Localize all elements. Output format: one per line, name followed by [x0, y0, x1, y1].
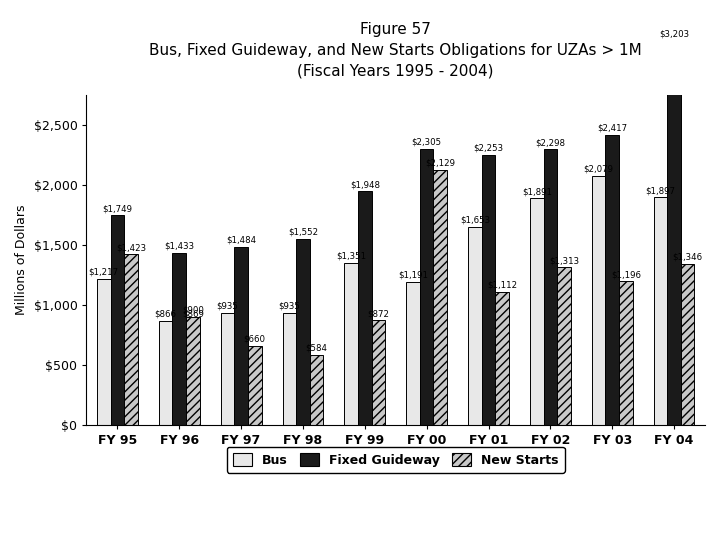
Text: $1,196: $1,196	[611, 271, 641, 279]
Bar	[111, 215, 124, 425]
Bar	[310, 355, 323, 425]
Text: $2,298: $2,298	[536, 138, 565, 147]
Text: $1,112: $1,112	[487, 280, 517, 289]
Text: $1,351: $1,351	[336, 252, 366, 261]
Bar	[468, 227, 482, 425]
Bar	[681, 264, 695, 425]
Text: $2,129: $2,129	[426, 159, 455, 167]
Text: $1,423: $1,423	[116, 243, 146, 252]
Text: $935: $935	[279, 302, 300, 310]
Text: $1,552: $1,552	[288, 228, 318, 237]
Text: $2,417: $2,417	[597, 124, 627, 133]
Bar	[358, 191, 372, 425]
Text: $1,484: $1,484	[226, 236, 256, 245]
Text: $900: $900	[182, 306, 204, 315]
Bar	[248, 346, 261, 425]
Bar	[544, 150, 557, 425]
Text: $1,749: $1,749	[102, 204, 132, 213]
Text: $869: $869	[182, 309, 204, 318]
Bar	[495, 292, 509, 425]
Bar	[172, 253, 186, 425]
Text: $1,217: $1,217	[89, 268, 119, 277]
Bar	[406, 282, 420, 425]
Bar	[159, 321, 172, 425]
Bar	[619, 281, 633, 425]
Bar	[654, 198, 667, 425]
Bar	[344, 263, 358, 425]
Text: $1,653: $1,653	[460, 215, 490, 225]
Text: $2,253: $2,253	[474, 144, 503, 153]
Bar	[234, 247, 248, 425]
Text: $584: $584	[305, 343, 328, 353]
Bar	[186, 317, 199, 425]
Bar	[296, 239, 310, 425]
Text: $2,305: $2,305	[412, 137, 441, 146]
Bar	[557, 267, 571, 425]
Bar	[433, 170, 447, 425]
Bar	[420, 148, 433, 425]
Text: $1,891: $1,891	[522, 187, 552, 196]
Text: $1,897: $1,897	[645, 186, 675, 195]
Bar	[530, 198, 544, 425]
Bar	[592, 176, 606, 425]
Bar	[667, 41, 681, 425]
Bar	[372, 320, 385, 425]
Bar	[97, 279, 111, 425]
Text: $866: $866	[155, 310, 176, 319]
Text: $1,433: $1,433	[164, 242, 194, 251]
Text: $1,191: $1,191	[398, 271, 428, 280]
Legend: Bus, Fixed Guideway, New Starts: Bus, Fixed Guideway, New Starts	[227, 447, 564, 473]
Bar	[124, 254, 138, 425]
Text: $1,948: $1,948	[350, 180, 380, 189]
Bar	[282, 313, 296, 425]
Text: $1,313: $1,313	[549, 256, 579, 265]
Text: $2,079: $2,079	[584, 165, 613, 173]
Bar	[482, 155, 495, 425]
Text: $660: $660	[243, 335, 266, 343]
Text: $1,346: $1,346	[672, 252, 703, 261]
Text: $3,203: $3,203	[659, 30, 689, 39]
Text: $872: $872	[367, 309, 390, 318]
Title: Figure 57
Bus, Fixed Guideway, and New Starts Obligations for UZAs > 1M
(Fiscal : Figure 57 Bus, Fixed Guideway, and New S…	[149, 22, 642, 79]
Y-axis label: Millions of Dollars: Millions of Dollars	[15, 205, 28, 315]
Bar	[221, 313, 234, 425]
Text: $935: $935	[217, 302, 238, 310]
Bar	[606, 135, 619, 425]
